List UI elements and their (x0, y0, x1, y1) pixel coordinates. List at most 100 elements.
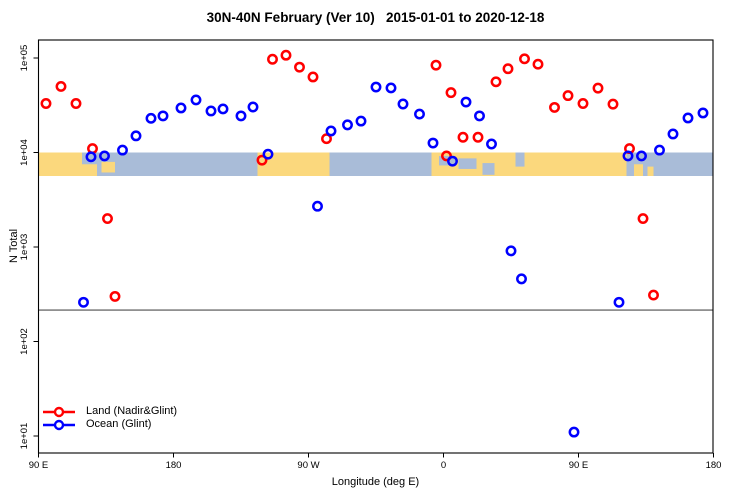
map-band-land (38, 152, 88, 176)
data-point (502, 63, 514, 75)
data-point (474, 110, 485, 122)
data-point (697, 107, 709, 119)
x-tick-label: 180 (166, 460, 182, 471)
legend: Land (Nadir&Glint) Ocean (Glint) (42, 405, 177, 431)
data-point (562, 90, 574, 102)
data-point (385, 82, 397, 94)
data-point (294, 61, 305, 73)
data-point (457, 131, 469, 143)
data-point (99, 150, 110, 162)
x-tick-label: 90 E (29, 460, 49, 471)
data-point (592, 82, 604, 94)
data-point (577, 98, 589, 109)
data-point (370, 81, 382, 93)
data-point (516, 273, 527, 285)
data-point (342, 119, 353, 131)
data-point (460, 96, 472, 108)
data-point (117, 144, 128, 156)
legend-label-ocean: Ocean (Glint) (86, 418, 152, 430)
data-point (445, 87, 457, 99)
chart-title: 30N-40N February (Ver 10) 2015-01-01 to … (206, 10, 545, 25)
map-band-sea-patch (82, 152, 88, 165)
map-band-land (257, 152, 330, 176)
data-point (175, 102, 187, 114)
data-point (532, 58, 544, 70)
data-point (40, 98, 52, 109)
data-point (157, 110, 169, 122)
map-band-sea-patch (458, 158, 477, 169)
data-point (667, 128, 679, 140)
y-axis: 1e+01 1e+02 1e+03 1e+04 1e+05 (19, 45, 39, 450)
x-axis: 90 E 180 90 W 0 90 E 180 (29, 453, 722, 471)
ocean-points (78, 81, 709, 438)
map-band-land (647, 166, 654, 176)
map-band (38, 152, 713, 176)
x-tick-label: 90 E (569, 460, 589, 471)
data-point (636, 150, 647, 162)
data-point (205, 105, 217, 117)
data-point (235, 110, 247, 122)
data-point (256, 154, 268, 166)
x-axis-title: Longitude (deg E) (331, 476, 420, 488)
legend-item-ocean: Ocean (Glint) (42, 418, 177, 431)
legend-item-land: Land (Nadir&Glint) (42, 405, 177, 418)
data-point (217, 103, 229, 115)
data-point (355, 115, 367, 127)
data-point (85, 151, 97, 163)
map-band-sea-patch (482, 163, 495, 175)
data-point (472, 131, 484, 143)
data-point (607, 98, 619, 110)
land-marker-icon (43, 406, 75, 417)
ocean-marker-icon (43, 419, 75, 430)
data-point (262, 148, 274, 160)
data-point (70, 98, 82, 109)
map-band-land (431, 152, 627, 176)
data-point (505, 245, 517, 257)
data-point (325, 125, 337, 137)
data-point (267, 53, 278, 65)
y-tick-label: 1e+01 (19, 423, 30, 450)
plot-border (37, 39, 714, 454)
data-point (312, 200, 323, 212)
data-point (441, 150, 452, 162)
data-point (637, 213, 649, 225)
y-tick-label: 1e+03 (19, 234, 30, 261)
data-point (247, 101, 259, 113)
land-points (40, 49, 659, 302)
y-tick-label: 1e+04 (19, 139, 30, 166)
data-point (427, 137, 439, 149)
data-point (280, 49, 292, 61)
map-band-land (634, 164, 643, 176)
data-point (549, 101, 560, 113)
data-point (486, 138, 497, 150)
data-point (307, 71, 319, 83)
y-tick-label: 1e+05 (19, 45, 30, 72)
data-point (682, 112, 694, 124)
data-point (430, 59, 442, 71)
data-point (490, 76, 502, 88)
x-tick-label: 180 (706, 460, 722, 471)
data-point (648, 289, 659, 301)
data-point (414, 108, 425, 120)
data-point (55, 80, 67, 92)
data-point (102, 213, 113, 225)
data-point (190, 94, 202, 106)
data-point (613, 296, 625, 308)
data-point (78, 296, 89, 308)
map-band-land (101, 161, 115, 173)
data-point (447, 155, 458, 167)
data-point (568, 426, 580, 438)
data-point (397, 98, 409, 110)
data-point (321, 133, 332, 145)
data-point (622, 150, 634, 162)
data-point (654, 144, 665, 156)
x-tick-label: 90 W (297, 460, 319, 471)
data-point (145, 112, 157, 124)
data-point (519, 53, 530, 65)
map-band-sea-patch (515, 152, 525, 167)
data-point (130, 130, 142, 142)
data-point (109, 290, 121, 302)
legend-label-land: Land (Nadir&Glint) (86, 405, 178, 417)
